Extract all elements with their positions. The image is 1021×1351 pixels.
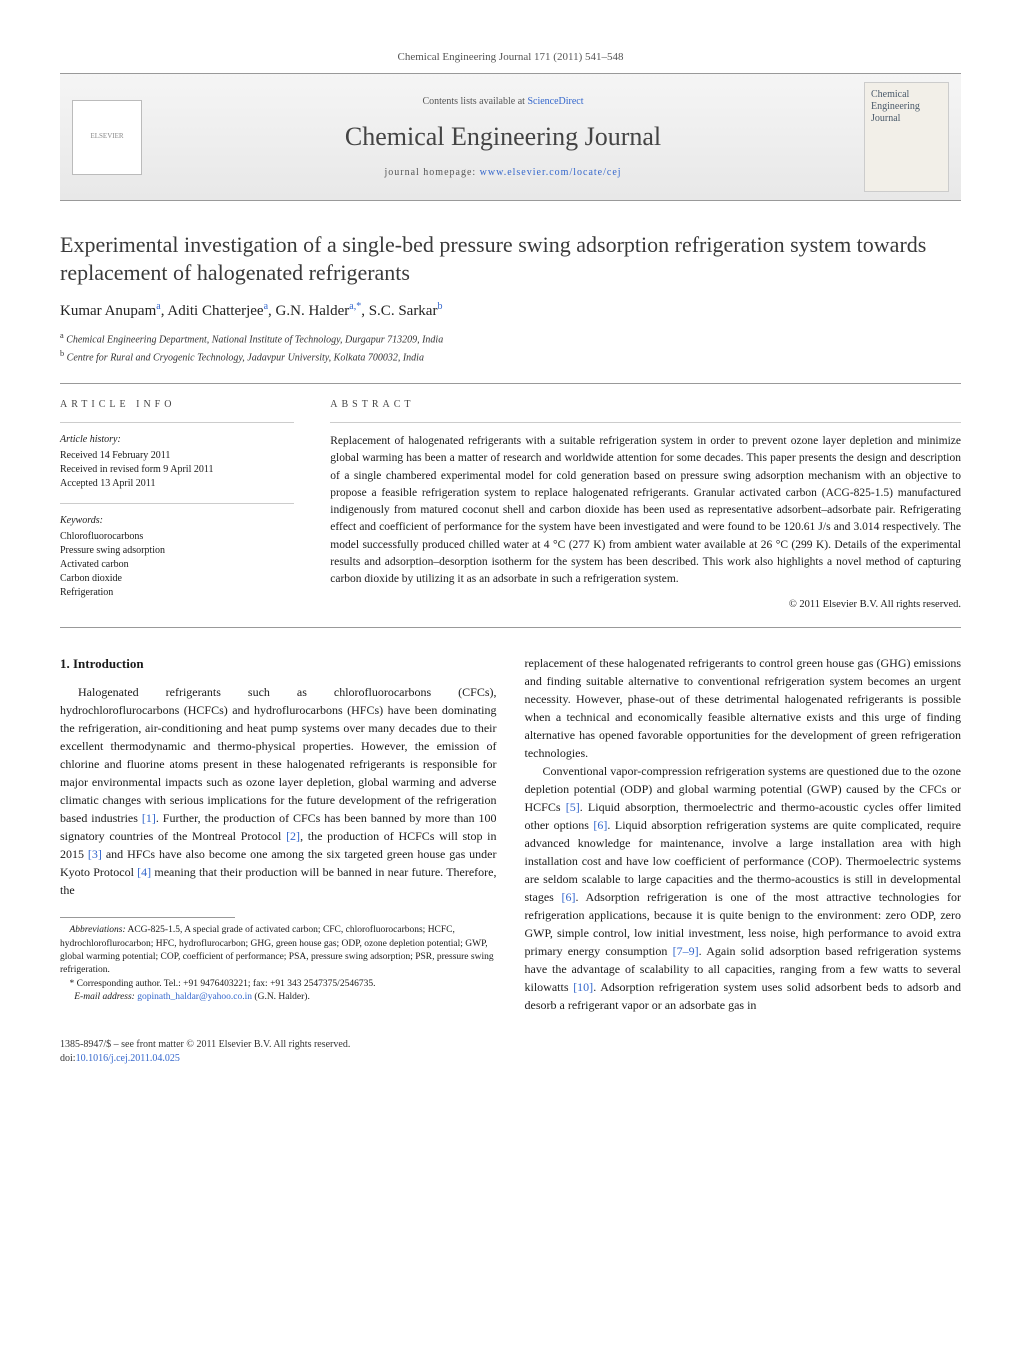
history-block: Article history: Received 14 February 20… — [60, 433, 294, 491]
ref-link[interactable]: [6] — [593, 818, 607, 832]
ref-link[interactable]: [10] — [573, 980, 593, 994]
history-received: Received 14 February 2011 — [60, 449, 294, 463]
email-label: E-mail address: — [74, 992, 135, 1002]
email-link[interactable]: gopinath_haldar@yahoo.co.in — [137, 992, 252, 1002]
abbrev-text: ACG-825-1.5, A special grade of activate… — [60, 925, 494, 975]
body-columns: 1. Introduction Halogenated refrigerants… — [60, 654, 961, 1014]
doi-link[interactable]: 10.1016/j.cej.2011.04.025 — [76, 1053, 180, 1064]
journal-title: Chemical Engineering Journal — [142, 119, 864, 155]
corr-label: * Corresponding author. — [70, 979, 162, 989]
affiliation-a: a Chemical Engineering Department, Natio… — [60, 330, 961, 347]
corr-text: Tel.: +91 9476403221; fax: +91 343 25473… — [162, 979, 376, 989]
journal-banner: ELSEVIER Contents lists available at Sci… — [60, 73, 961, 201]
keyword-2: Activated carbon — [60, 558, 294, 572]
history-accepted: Accepted 13 April 2011 — [60, 477, 294, 491]
section-heading-intro: 1. Introduction — [60, 654, 497, 674]
history-heading: Article history: — [60, 433, 294, 447]
footnote-email: E-mail address: gopinath_haldar@yahoo.co… — [60, 991, 497, 1004]
journal-cover: Chemical Engineering Journal — [864, 82, 949, 192]
affiliations: a Chemical Engineering Department, Natio… — [60, 330, 961, 365]
abstract-copyright: © 2011 Elsevier B.V. All rights reserved… — [330, 598, 961, 613]
keyword-3: Carbon dioxide — [60, 572, 294, 586]
homepage-prefix: journal homepage: — [384, 167, 479, 178]
footer-copyright: 1385-8947/$ – see front matter © 2011 El… — [60, 1038, 961, 1052]
affiliation-b: b Centre for Rural and Cryogenic Technol… — [60, 348, 961, 365]
ref-link[interactable]: [3] — [88, 847, 102, 861]
ref-link[interactable]: [5] — [566, 800, 580, 814]
abstract-column: ABSTRACT Replacement of halogenated refr… — [312, 384, 961, 627]
affiliation-b-text: Centre for Rural and Cryogenic Technolog… — [67, 352, 424, 363]
history-revised: Received in revised form 9 April 2011 — [60, 463, 294, 477]
footer-doi: doi:10.1016/j.cej.2011.04.025 — [60, 1052, 961, 1066]
ref-link[interactable]: [7–9] — [673, 944, 699, 958]
footnote-abbreviations: Abbreviations: ACG-825-1.5, A special gr… — [60, 924, 497, 977]
contents-prefix: Contents lists available at — [422, 96, 527, 107]
abbrev-label: Abbreviations: — [70, 925, 126, 935]
journal-cover-text: Chemical Engineering Journal — [871, 89, 920, 124]
body-p3: Conventional vapor-compression refrigera… — [525, 762, 962, 1014]
citation-header: Chemical Engineering Journal 171 (2011) … — [60, 50, 961, 65]
ref-link[interactable]: [2] — [286, 829, 300, 843]
banner-center: Contents lists available at ScienceDirec… — [142, 95, 864, 179]
citation-text: Chemical Engineering Journal 171 (2011) … — [398, 51, 624, 63]
publisher-logo-text: ELSEVIER — [90, 132, 123, 142]
article-title: Experimental investigation of a single-b… — [60, 231, 961, 286]
ref-link[interactable]: [1] — [142, 811, 156, 825]
ref-link[interactable]: [4] — [137, 865, 151, 879]
article-info-label: ARTICLE INFO — [60, 398, 294, 412]
abstract-label: ABSTRACT — [330, 398, 961, 412]
authors-line: Kumar Anupama, Aditi Chatterjeea, G.N. H… — [60, 300, 961, 322]
page-footer: 1385-8947/$ – see front matter © 2011 El… — [60, 1038, 961, 1066]
footnote-corresponding: * Corresponding author. Tel.: +91 947640… — [60, 978, 497, 991]
body-p2: replacement of these halogenated refrige… — [525, 654, 962, 762]
keyword-0: Chlorofluorocarbons — [60, 530, 294, 544]
doi-prefix: doi: — [60, 1053, 76, 1064]
abstract-text: Replacement of halogenated refrigerants … — [330, 433, 961, 588]
homepage-link[interactable]: www.elsevier.com/locate/cej — [480, 167, 622, 178]
keywords-heading: Keywords: — [60, 514, 294, 528]
contents-line: Contents lists available at ScienceDirec… — [142, 95, 864, 109]
body-p1: Halogenated refrigerants such as chlorof… — [60, 683, 497, 899]
email-person: (G.N. Halder). — [252, 992, 310, 1002]
homepage-line: journal homepage: www.elsevier.com/locat… — [142, 166, 864, 180]
keyword-4: Refrigeration — [60, 586, 294, 600]
footnote-separator — [60, 917, 235, 918]
affiliation-a-text: Chemical Engineering Department, Nationa… — [66, 335, 443, 346]
info-abstract-block: ARTICLE INFO Article history: Received 1… — [60, 383, 961, 628]
publisher-logo: ELSEVIER — [72, 100, 142, 175]
sciencedirect-link[interactable]: ScienceDirect — [527, 96, 583, 107]
ref-link[interactable]: [6] — [562, 890, 576, 904]
keywords-block: Keywords: Chlorofluorocarbons Pressure s… — [60, 514, 294, 600]
article-info-column: ARTICLE INFO Article history: Received 1… — [60, 384, 312, 627]
keyword-1: Pressure swing adsorption — [60, 544, 294, 558]
